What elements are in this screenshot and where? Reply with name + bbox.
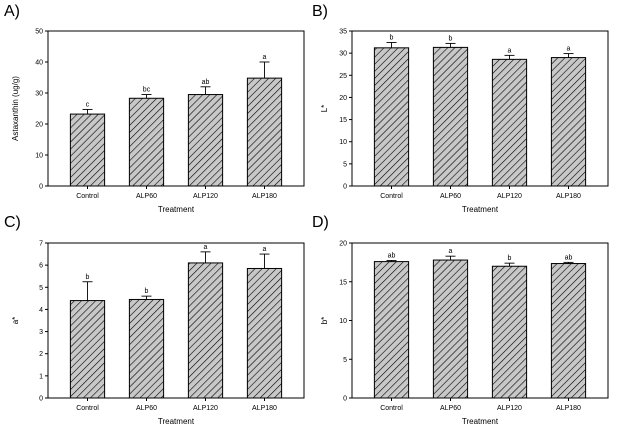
x-tick-label: ALP120 — [193, 193, 218, 200]
bar-alp60 — [432, 46, 469, 187]
chart-panel-1: A) 0 10 20 30 40 50 Astaxanthin (ug/g) Treatment… — [4, 3, 305, 214]
y-tick-label: 10 — [35, 153, 43, 160]
x-axis-title: Treatment — [158, 205, 195, 214]
y-tick-label: 0 — [39, 396, 43, 403]
significance-label: a — [263, 54, 267, 61]
panel-label: C) — [4, 214, 21, 231]
bar-control — [373, 47, 410, 187]
x-tick-label: Control — [76, 193, 99, 200]
x-tick-label: ALP60 — [440, 193, 461, 200]
y-tick-label: 40 — [35, 60, 43, 67]
significance-label: b — [449, 35, 453, 42]
y-tick-label: 5 — [39, 285, 43, 292]
plot-frame — [351, 30, 609, 187]
bar-control — [69, 113, 106, 187]
panel-label: A) — [4, 3, 20, 20]
significance-label: a — [449, 248, 453, 255]
x-axis-title: Treatment — [462, 205, 499, 214]
bar-alp60 — [128, 298, 165, 399]
y-tick-label: 25 — [339, 73, 347, 80]
significance-label: a — [263, 246, 267, 253]
x-tick-label: ALP180 — [252, 405, 277, 412]
y-tick-label: 0 — [343, 184, 347, 191]
significance-label: a — [204, 244, 208, 251]
significance-label: ab — [202, 79, 210, 86]
y-tick-label: 20 — [339, 95, 347, 102]
plot-frame — [47, 242, 305, 399]
y-tick-label: 10 — [339, 139, 347, 146]
x-axis-title: Treatment — [462, 417, 499, 425]
significance-label: ab — [565, 254, 573, 261]
chart-panel-3: C) 0 1 2 3 4 5 6 7 a* Treatment b Control b ALP60 a ALP1… — [4, 214, 305, 425]
y-tick-label: 10 — [339, 318, 347, 325]
bar-alp120 — [187, 94, 224, 187]
x-tick-label: ALP120 — [497, 405, 522, 412]
chart-panel-2: B) 0 5 10 15 20 25 30 35 L* Treatment b Control b ALP6… — [312, 3, 609, 214]
y-tick-label: 5 — [343, 357, 347, 364]
y-axis-title: b* — [320, 317, 329, 325]
y-axis-title: Astaxanthin (ug/g) — [11, 76, 20, 141]
y-tick-label: 20 — [35, 122, 43, 129]
bar-alp120 — [187, 262, 224, 399]
y-tick-label: 15 — [339, 279, 347, 286]
bar-alp180 — [246, 77, 283, 187]
bar-control — [69, 300, 106, 399]
y-tick-label: 30 — [35, 91, 43, 98]
significance-label: b — [390, 35, 394, 42]
x-tick-label: Control — [76, 405, 99, 412]
bar-alp180 — [550, 57, 587, 187]
bar-alp180 — [550, 263, 587, 399]
significance-label: c — [86, 101, 90, 108]
bar-alp120 — [491, 58, 528, 187]
significance-label: a — [567, 46, 571, 53]
y-tick-label: 0 — [39, 184, 43, 191]
y-axis-title: a* — [11, 317, 20, 325]
x-tick-label: ALP180 — [556, 193, 581, 200]
y-tick-label: 30 — [339, 51, 347, 58]
y-tick-label: 5 — [343, 161, 347, 168]
y-tick-label: 3 — [39, 329, 43, 336]
x-tick-label: ALP180 — [252, 193, 277, 200]
x-tick-label: ALP60 — [136, 193, 157, 200]
y-tick-label: 50 — [35, 29, 43, 36]
bar-alp60 — [432, 259, 469, 399]
y-tick-label: 4 — [39, 307, 43, 314]
bar-alp180 — [246, 267, 283, 399]
bar-control — [373, 261, 410, 399]
y-tick-label: 15 — [339, 117, 347, 124]
significance-label: b — [508, 255, 512, 262]
significance-label: b — [145, 288, 149, 295]
significance-label: ab — [388, 252, 396, 259]
y-tick-label: 35 — [339, 29, 347, 36]
bar-alp60 — [128, 97, 165, 187]
x-tick-label: ALP60 — [440, 405, 461, 412]
x-axis-title: Treatment — [158, 417, 195, 425]
x-tick-label: ALP120 — [193, 405, 218, 412]
y-tick-label: 2 — [39, 351, 43, 358]
x-tick-label: ALP180 — [556, 405, 581, 412]
x-tick-label: ALP120 — [497, 193, 522, 200]
significance-label: a — [508, 47, 512, 54]
panel-label: B) — [312, 3, 328, 20]
plot-frame — [47, 30, 305, 187]
x-tick-label: Control — [380, 405, 403, 412]
chart-panel-4: D) 0 5 10 15 20 b* Treatment ab Control a ALP60 b ALP… — [312, 214, 609, 425]
y-axis-title: L* — [320, 105, 329, 113]
panel-label: D) — [312, 214, 329, 231]
bar-alp120 — [491, 265, 528, 399]
x-tick-label: Control — [380, 193, 403, 200]
y-tick-label: 7 — [39, 241, 43, 248]
y-tick-label: 1 — [39, 373, 43, 380]
significance-label: bc — [143, 87, 151, 94]
significance-label: b — [86, 274, 90, 281]
y-tick-label: 6 — [39, 263, 43, 270]
y-tick-label: 0 — [343, 396, 347, 403]
x-tick-label: ALP60 — [136, 405, 157, 412]
y-tick-label: 20 — [339, 241, 347, 248]
